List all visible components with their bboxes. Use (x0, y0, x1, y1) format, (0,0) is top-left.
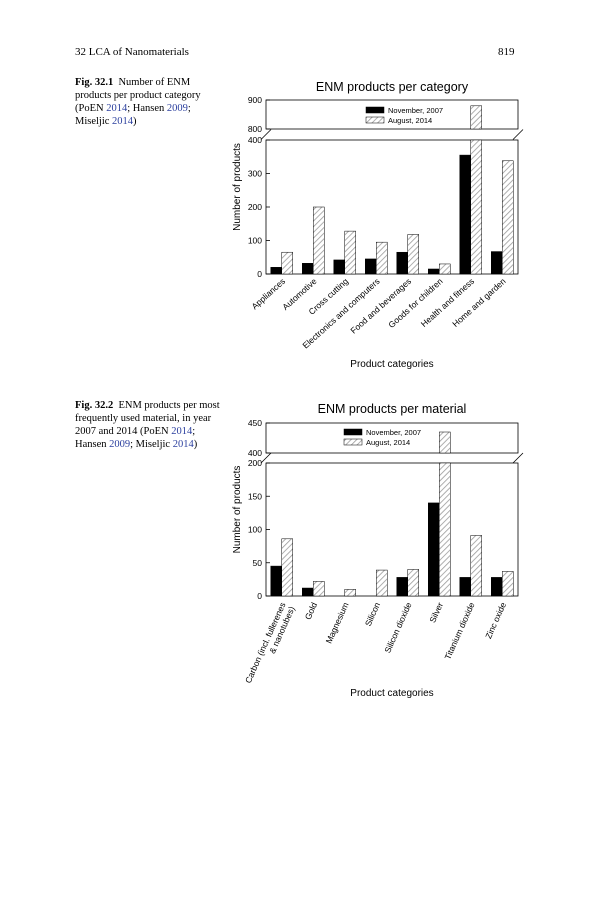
y-tick-label: 0 (257, 269, 262, 279)
axis-break-mark (512, 452, 524, 464)
bar (270, 267, 282, 275)
citation-link[interactable]: 2014 (171, 426, 193, 437)
y-tick-label: 400 (248, 448, 262, 458)
legend-label: November, 2007 (388, 106, 443, 115)
bar (396, 251, 408, 275)
bar (344, 230, 356, 275)
y-axis-label: Number of products (232, 466, 243, 554)
bar (302, 587, 314, 597)
bar (502, 571, 514, 597)
bar (313, 206, 325, 275)
bar (439, 263, 451, 275)
upper-axis-frame (265, 422, 519, 454)
bar (281, 251, 293, 275)
x-tick-label: Magnesium (324, 601, 351, 645)
y-tick-label: 450 (248, 418, 262, 428)
x-tick-label: Silver (427, 601, 445, 625)
bar (333, 259, 345, 275)
bar-upper-segment (470, 105, 482, 130)
x-tick-label: Gold (303, 601, 320, 622)
bar (470, 535, 482, 597)
citation-poen: PoEN 2014; (78, 103, 133, 114)
y-tick-label: 100 (248, 236, 262, 246)
y-tick-label: 800 (248, 124, 262, 134)
citation-poen: PoEN 2014; (143, 426, 196, 437)
bar (439, 462, 451, 597)
axis-break-mark (512, 129, 524, 140)
legend-swatch (365, 106, 385, 114)
upper-axis-frame (265, 99, 519, 130)
bar (365, 258, 377, 275)
axis-break-mark (260, 129, 272, 140)
x-axis-label: Product categories (350, 359, 433, 370)
bar (428, 268, 440, 275)
bar (281, 538, 293, 597)
y-tick-label: 150 (248, 491, 262, 501)
bar (470, 139, 482, 275)
y-tick-label: 900 (248, 95, 262, 105)
bar (491, 577, 503, 597)
x-tick-label: Silicon (363, 601, 382, 628)
bar (396, 577, 408, 597)
axis-break-mark (260, 452, 272, 464)
x-tick-label: Silicon dioxide (382, 601, 413, 655)
citation-link[interactable]: 2014 (172, 439, 194, 450)
bar (376, 241, 388, 275)
y-tick-label: 50 (253, 558, 263, 568)
legend-label: August, 2014 (388, 116, 432, 125)
citation-link[interactable]: 2014 (112, 116, 134, 127)
bar (502, 160, 514, 275)
citation-miseljic: Miseljic 2014) (75, 116, 137, 127)
bar (344, 589, 356, 597)
bar (407, 569, 419, 597)
y-tick-label: 300 (248, 169, 262, 179)
x-tick-label: Health and fitness (419, 276, 476, 329)
bar (407, 234, 419, 275)
bar (459, 577, 471, 597)
x-tick-label: Carbon (incl. fullerenes& nanotubes) (243, 601, 297, 689)
bar (491, 251, 503, 275)
citation-link[interactable]: 2009 (166, 103, 188, 114)
legend-swatch (343, 428, 363, 436)
bar (428, 502, 440, 597)
legend-swatch (343, 438, 363, 446)
y-tick-label: 0 (257, 591, 262, 601)
x-tick-label: Home and garden (450, 276, 507, 329)
citation-miseljic: Miseljic 2014) (135, 439, 198, 450)
caption-text: ENM products per most frequently used ma… (75, 400, 220, 437)
x-axis-label: Product categories (350, 688, 433, 699)
citation-hansen: Hansen 2009; (75, 439, 136, 450)
y-tick-label: 200 (248, 202, 262, 212)
running-header-chapter: 32 LCA of Nanomaterials (75, 46, 189, 58)
legend-label: November, 2007 (366, 428, 421, 437)
citation-hansen: Hansen 2009; (132, 103, 191, 114)
chart-products-per-category: ENM products per category 0 100 200 300 40080… (232, 80, 524, 370)
x-tick-label: Goods for children (386, 276, 445, 330)
chart-title: ENM products per category (316, 80, 469, 94)
bar (376, 569, 388, 597)
bar (302, 263, 314, 275)
y-tick-label: 100 (248, 525, 262, 535)
bar (313, 581, 325, 597)
x-tick-label: Zinc oxide (483, 601, 508, 641)
figure-label: Fig. 32.2 (75, 400, 114, 411)
y-tick-label: 200 (248, 458, 262, 468)
citation-link[interactable]: 2014 (106, 103, 128, 114)
caption-text: Number of ENM products per product categ… (75, 77, 201, 114)
bar (459, 154, 471, 275)
y-tick-label: 400 (248, 135, 262, 145)
legend-swatch (365, 116, 385, 124)
legend-label: August, 2014 (366, 438, 410, 447)
figure-label: Fig. 32.1 (75, 77, 114, 88)
bar-upper-segment (439, 431, 451, 454)
x-tick-label: Titanium dioxide (442, 600, 476, 661)
running-header-page-number: 819 (498, 46, 515, 58)
y-axis-label: Number of products (232, 143, 243, 231)
chart-title: ENM products per material (318, 402, 467, 416)
citation-link[interactable]: 2009 (109, 439, 131, 450)
bar (270, 565, 282, 597)
figure-caption-2: Fig. 32.2 ENM products per most frequent… (75, 399, 223, 451)
chart-products-per-material: ENM products per material 0 50 100 150 200400… (232, 402, 524, 699)
figure-caption-1: Fig. 32.1 Number of ENM products per pro… (75, 76, 223, 128)
